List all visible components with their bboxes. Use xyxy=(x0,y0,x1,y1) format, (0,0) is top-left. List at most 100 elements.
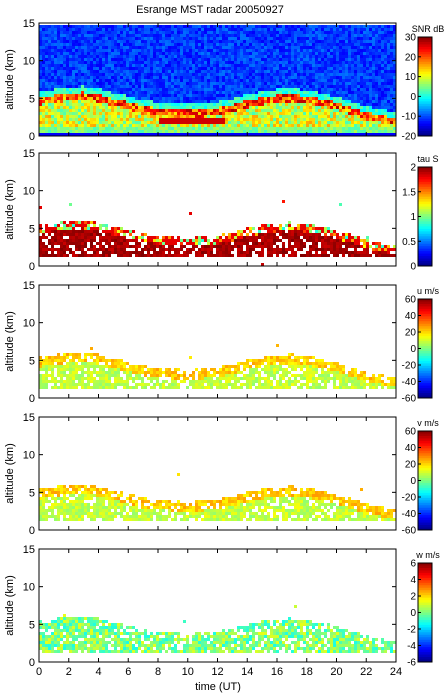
heatmap-cell xyxy=(255,109,258,112)
heatmap-cell xyxy=(177,28,180,31)
heatmap-cell xyxy=(285,43,288,46)
heatmap-cell xyxy=(48,124,51,127)
heatmap-cell xyxy=(189,70,192,73)
heatmap-cell xyxy=(81,28,84,31)
heatmap-cell xyxy=(315,91,318,94)
heatmap-cell xyxy=(330,88,333,91)
heatmap-cell xyxy=(261,127,264,130)
heatmap-cell xyxy=(168,242,171,245)
heatmap-cell xyxy=(78,245,81,248)
heatmap-cell xyxy=(93,40,96,43)
heatmap-cell xyxy=(207,67,210,70)
heatmap-cell xyxy=(363,94,366,97)
heatmap-cell xyxy=(318,106,321,109)
heatmap-cell xyxy=(261,28,264,31)
heatmap-cell xyxy=(210,91,213,94)
heatmap-cell xyxy=(285,94,288,97)
heatmap-cell xyxy=(48,121,51,124)
heatmap-cell xyxy=(351,115,354,118)
heatmap-cell xyxy=(261,73,264,76)
heatmap-cell xyxy=(132,49,135,52)
heatmap-cell xyxy=(135,37,138,40)
heatmap-cell xyxy=(288,61,291,64)
heatmap-cell xyxy=(321,115,324,118)
heatmap-cell xyxy=(183,40,186,43)
heatmap-cell xyxy=(231,28,234,31)
heatmap-cell xyxy=(162,79,165,82)
heatmap-cell xyxy=(153,103,156,106)
heatmap-cell xyxy=(270,25,273,28)
heatmap-cell xyxy=(114,82,117,85)
heatmap-cell xyxy=(129,58,132,61)
heatmap-cell xyxy=(255,25,258,28)
heatmap-cell xyxy=(345,46,348,49)
heatmap-cell xyxy=(333,43,336,46)
heatmap-cell xyxy=(102,79,105,82)
heatmap-cell xyxy=(297,67,300,70)
heatmap-cell xyxy=(354,58,357,61)
heatmap-cell xyxy=(192,130,195,133)
heatmap-cell xyxy=(159,109,162,112)
heatmap-cell xyxy=(48,70,51,73)
heatmap-cell xyxy=(186,124,189,127)
heatmap-cell xyxy=(315,100,318,103)
heatmap-cell xyxy=(282,121,285,124)
heatmap-cell xyxy=(282,76,285,79)
heatmap-cell xyxy=(144,91,147,94)
heatmap-cell xyxy=(48,118,51,121)
heatmap-cell xyxy=(330,112,333,115)
heatmap-cell xyxy=(213,34,216,37)
heatmap-cell xyxy=(300,97,303,100)
heatmap-cell xyxy=(144,34,147,37)
heatmap-cell xyxy=(270,58,273,61)
heatmap-cell xyxy=(384,106,387,109)
heatmap-cell xyxy=(306,94,309,97)
heatmap-cell xyxy=(78,46,81,49)
heatmap-cell xyxy=(321,25,324,28)
heatmap-cell xyxy=(258,97,261,100)
heatmap-cell xyxy=(348,100,351,103)
heatmap-cell xyxy=(165,34,168,37)
heatmap-cell xyxy=(249,73,252,76)
heatmap-cell xyxy=(219,94,222,97)
heatmap-cell xyxy=(366,124,369,127)
heatmap-cell xyxy=(180,76,183,79)
heatmap-cell xyxy=(183,91,186,94)
heatmap-cell xyxy=(204,118,207,121)
heatmap-cell xyxy=(99,31,102,34)
heatmap-cell xyxy=(153,85,156,88)
heatmap-cell xyxy=(48,100,51,103)
heatmap-cell xyxy=(279,55,282,58)
heatmap-cell xyxy=(72,124,75,127)
heatmap-cell xyxy=(372,124,375,127)
heatmap-cell xyxy=(297,118,300,121)
heatmap-cell xyxy=(75,76,78,79)
heatmap-cell xyxy=(189,118,192,121)
heatmap-cell xyxy=(222,40,225,43)
heatmap-cell xyxy=(336,64,339,67)
heatmap-cell xyxy=(231,91,234,94)
heatmap-cell xyxy=(162,109,165,112)
heatmap-cell xyxy=(174,61,177,64)
heatmap-cell xyxy=(75,55,78,58)
heatmap-cell xyxy=(222,49,225,52)
heatmap-cell xyxy=(369,31,372,34)
heatmap-cell xyxy=(354,82,357,85)
heatmap-cell xyxy=(318,100,321,103)
heatmap-cell xyxy=(60,239,63,242)
heatmap-cell xyxy=(303,64,306,67)
heatmap-cell xyxy=(108,85,111,88)
heatmap-cell xyxy=(255,82,258,85)
heatmap-cell xyxy=(192,73,195,76)
heatmap-cell xyxy=(117,88,120,91)
heatmap-cell xyxy=(330,28,333,31)
heatmap-cell xyxy=(168,118,171,121)
heatmap-cell xyxy=(312,112,315,115)
heatmap-cell xyxy=(192,58,195,61)
heatmap-cell xyxy=(219,242,222,245)
heatmap-cell xyxy=(60,254,63,257)
heatmap-cell xyxy=(303,43,306,46)
heatmap-cell xyxy=(243,112,246,115)
heatmap-cell xyxy=(318,94,321,97)
heatmap-cell xyxy=(195,91,198,94)
